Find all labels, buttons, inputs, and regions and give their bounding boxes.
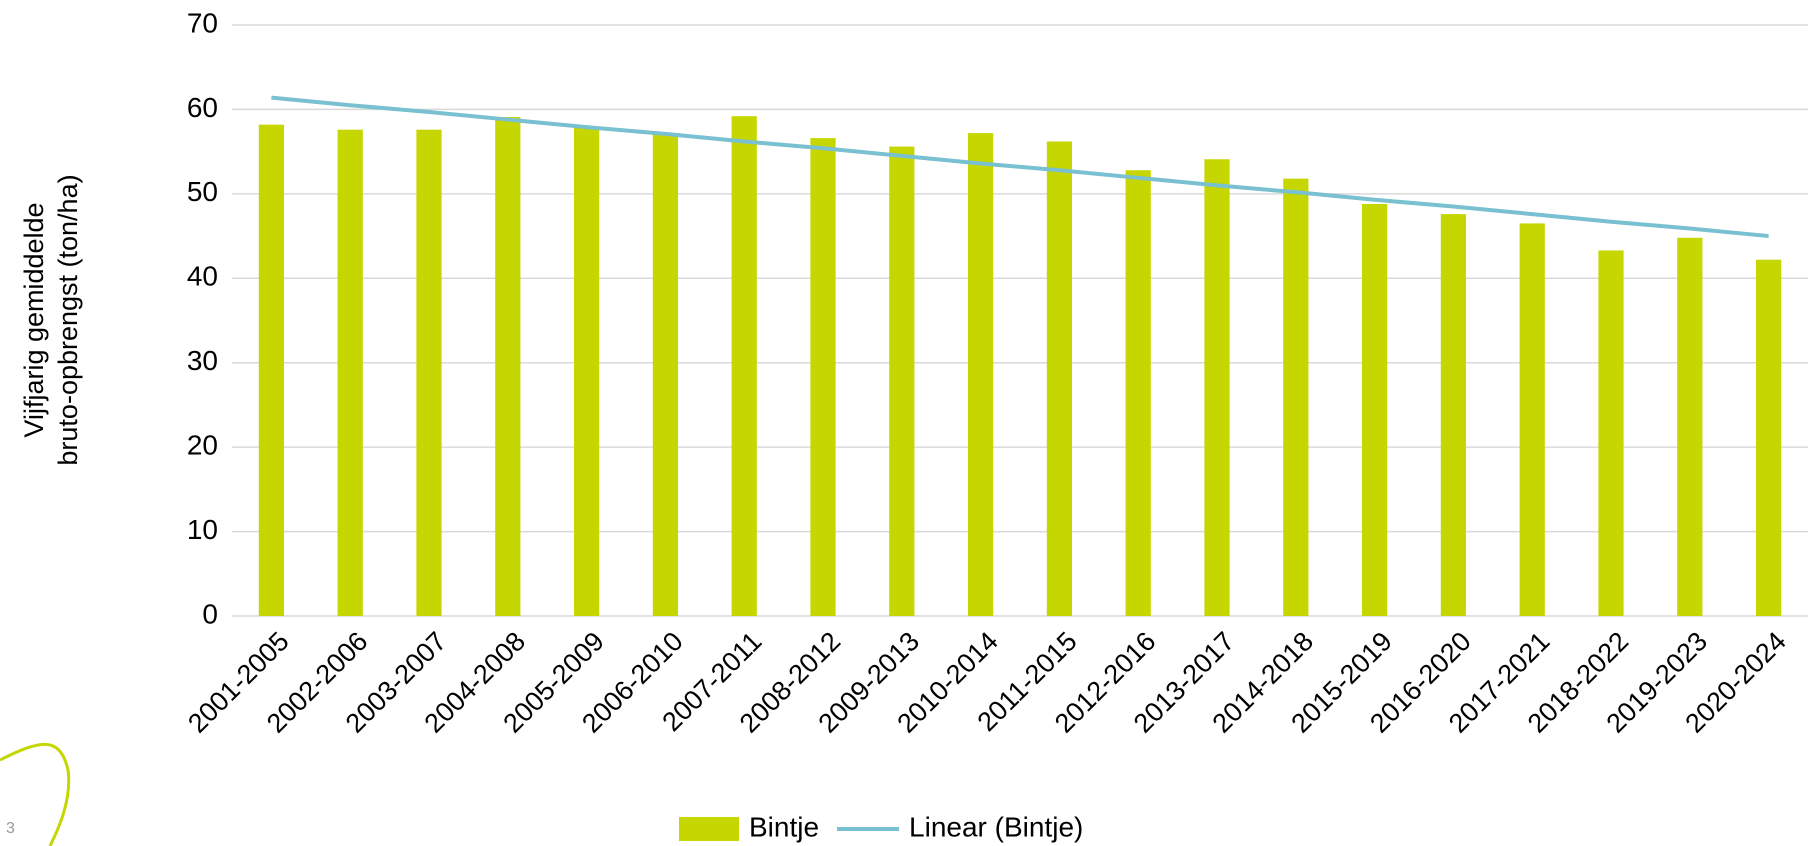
bar	[889, 146, 915, 616]
decoration	[0, 742, 71, 846]
bar	[1755, 259, 1782, 616]
y-tick-label: 30	[187, 345, 218, 376]
legend-swatch	[679, 817, 739, 841]
y-tick-label: 50	[187, 176, 218, 207]
bar	[652, 133, 679, 616]
bar	[1046, 141, 1073, 617]
bar	[810, 138, 836, 617]
trend-line	[271, 95, 1769, 239]
y-axis-title: bruto-opbrengst (ton/ha)	[53, 174, 83, 465]
bar	[1125, 170, 1151, 616]
bar	[1283, 178, 1309, 616]
bar	[1361, 203, 1388, 616]
bar	[1204, 159, 1230, 616]
bar	[416, 129, 442, 617]
bar	[1598, 250, 1624, 616]
bar	[573, 128, 600, 616]
bar	[731, 116, 757, 616]
slide-number: 3	[6, 820, 15, 837]
y-tick-label: 70	[187, 7, 218, 38]
bar	[495, 117, 521, 616]
bar	[337, 129, 363, 617]
y-tick-label: 40	[187, 261, 218, 292]
y-tick-label: 10	[187, 514, 218, 545]
bar	[258, 124, 285, 616]
y-tick-label: 0	[202, 598, 218, 629]
legend-label: Linear (Bintje)	[909, 811, 1083, 842]
bar	[1677, 237, 1703, 616]
bar	[1519, 223, 1545, 616]
y-tick-label: 20	[187, 430, 218, 461]
y-tick-label: 60	[187, 92, 218, 123]
bar	[967, 133, 994, 616]
bar	[1440, 214, 1467, 616]
legend-label: Bintje	[749, 811, 819, 842]
y-axis-title: Vijfjarig gemiddelde	[19, 202, 49, 437]
